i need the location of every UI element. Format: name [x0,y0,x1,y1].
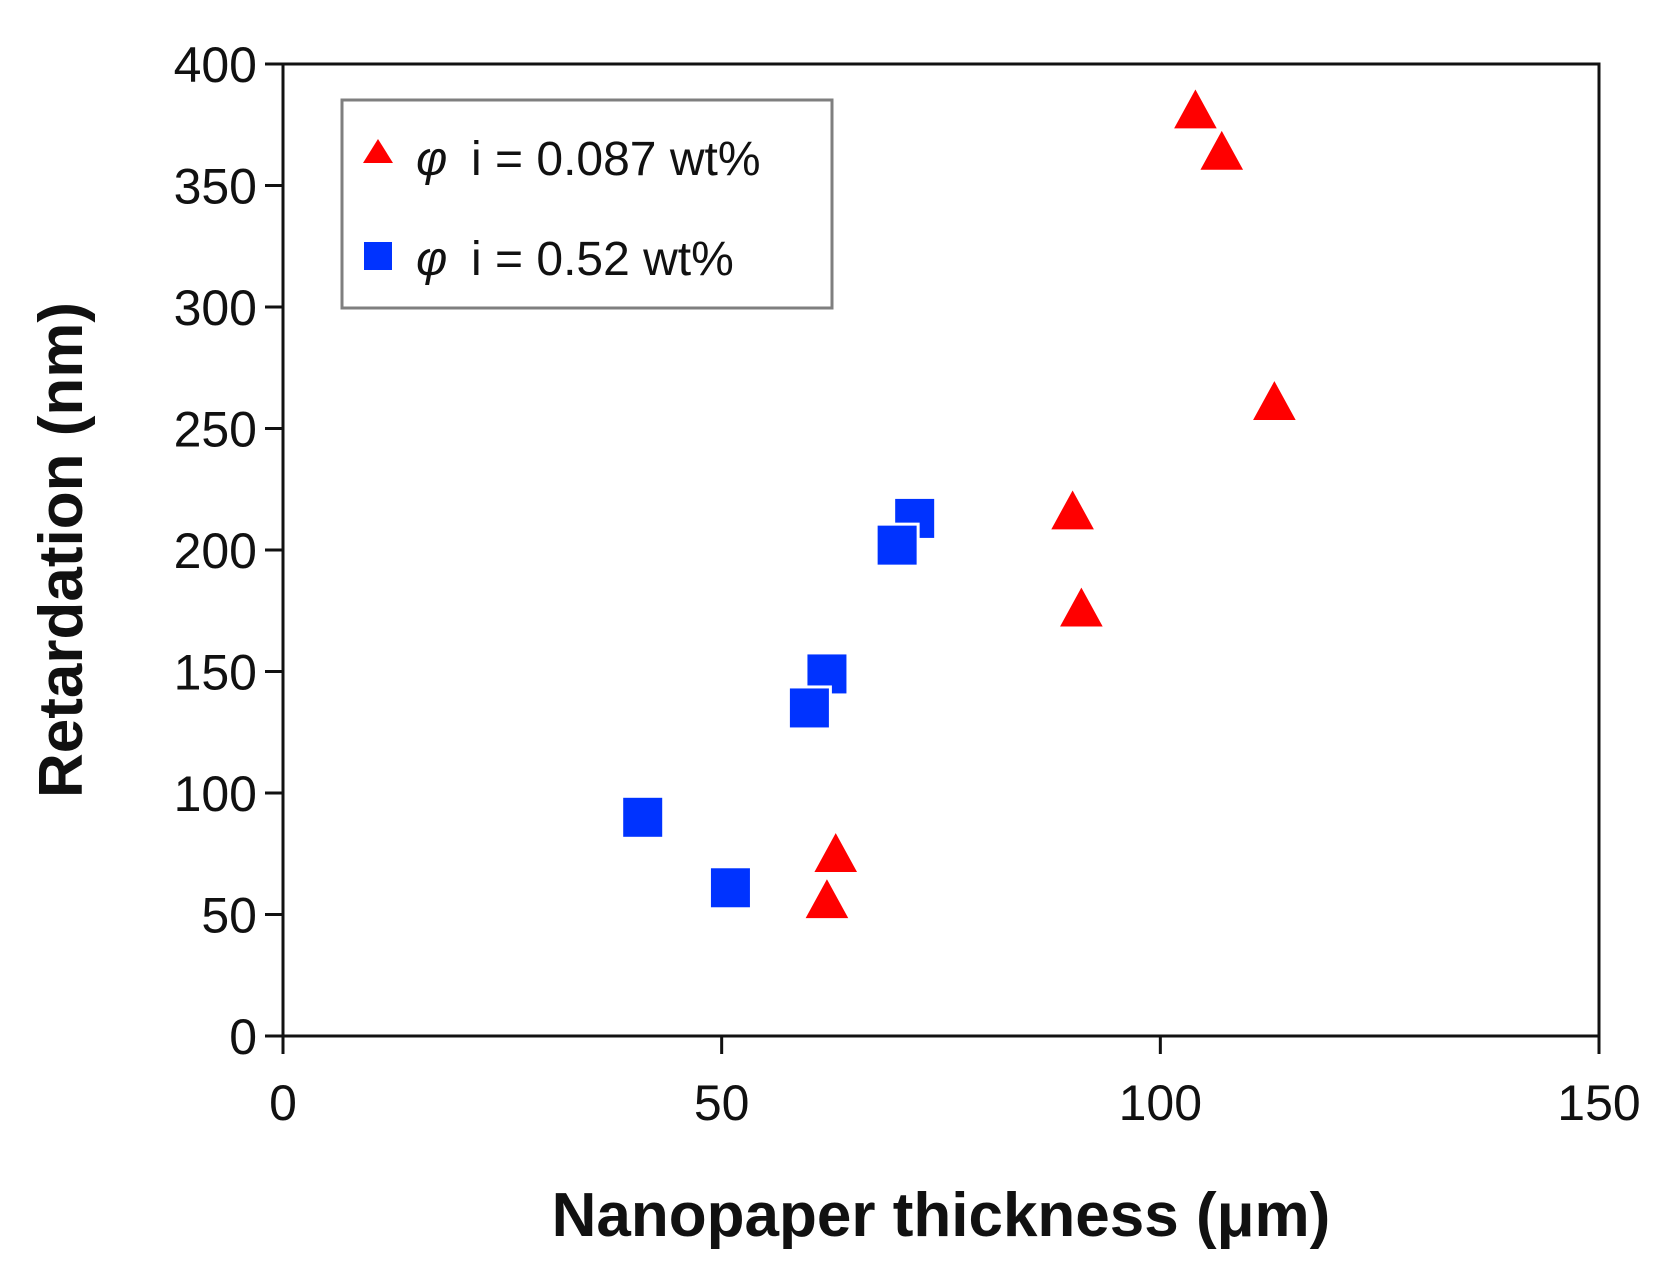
data-point-series-1-triangle-3 [1249,376,1300,422]
legend-phi-symbol-1: φ [416,133,447,186]
data-point-series-2-square-6 [707,865,753,911]
y-tick-label: 150 [174,645,257,701]
y-axis-title: Retardation (nm) [27,302,96,798]
data-point-series-1-triangle-5 [1056,583,1107,629]
data-point-series-2-square-5 [620,794,666,840]
y-tick-label: 100 [174,766,257,822]
y-tick-label: 250 [174,402,257,458]
data-point-series-1-triangle-1 [1170,85,1221,131]
data-points-layer [620,85,1300,921]
legend-box [340,98,834,310]
legend-entry-series-2: φ i = 0.52 wt% [364,233,734,286]
x-tick-label: 100 [1119,1075,1202,1131]
x-tick-label: 50 [694,1075,750,1131]
data-point-series-1-triangle-2 [1197,126,1247,172]
data-point-series-2-square-4 [786,685,832,731]
y-tick-label: 350 [174,159,257,215]
y-tick-label: 400 [174,37,257,93]
data-point-series-1-triangle-6 [811,828,861,874]
y-tick-label: 0 [229,1009,257,1065]
y-tick-label: 300 [174,280,257,336]
legend-triangle-marker [363,139,393,163]
y-tick-label: 200 [174,523,257,579]
legend-label-series-2: i = 0.52 wt% [471,233,734,286]
x-tick-label: 0 [269,1075,297,1131]
legend-label-series-1: i = 0.087 wt% [471,133,761,186]
axes-layer: 0 50 100 150 200 250 300 350 400 0 50 100 150 [174,37,1641,1131]
data-point-series-2-square-2 [874,522,920,568]
data-point-series-1-triangle-4 [1047,486,1098,532]
legend: φ i = 0.087 wt% φ i = 0.52 wt% [340,98,834,310]
x-tick-label: 150 [1557,1075,1640,1131]
legend-entry-series-1: φ i = 0.087 wt% [363,133,761,186]
legend-phi-symbol-2: φ [416,233,447,286]
y-tick-label: 50 [201,888,257,944]
x-axis-title: Nanopaper thickness (μm) [552,1181,1331,1250]
legend-square-marker [364,242,392,270]
data-point-series-1-triangle-7 [802,875,852,921]
